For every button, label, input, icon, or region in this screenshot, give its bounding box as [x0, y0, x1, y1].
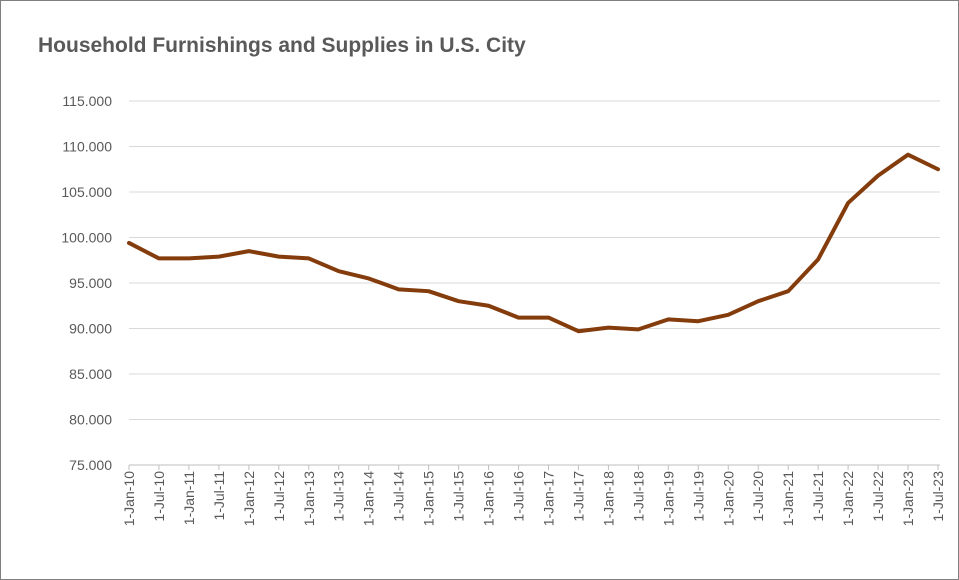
x-tick-label: 1-Jul-10	[151, 471, 167, 522]
x-tick-label: 1-Jul-12	[271, 471, 287, 522]
x-tick-label: 1-Jul-19	[690, 471, 706, 522]
x-tick-label: 1-Jan-19	[660, 471, 676, 526]
y-tick-label: 75.000	[69, 457, 112, 473]
x-tick-label: 1-Jan-11	[181, 471, 197, 525]
y-tick-label: 115.000	[62, 93, 112, 109]
y-tick-label: 100.000	[61, 230, 112, 246]
x-tick-label: 1-Jul-16	[511, 471, 527, 522]
x-tick-label: 1-Jul-22	[870, 471, 886, 522]
x-tick-label: 1-Jan-14	[361, 471, 377, 526]
x-tick-label: 1-Jan-21	[780, 471, 796, 526]
x-tick-label: 1-Jan-20	[720, 471, 736, 526]
x-tick-label: 1-Jul-18	[630, 471, 646, 522]
y-tick-label: 80.000	[69, 412, 112, 428]
x-tick-label: 1-Jan-13	[301, 471, 317, 526]
chart-title: Household Furnishings and Supplies in U.…	[38, 34, 526, 57]
x-tick-label: 1-Jan-18	[600, 471, 616, 526]
x-tick-label: 1-Jan-23	[900, 471, 916, 526]
x-tick-label: 1-Jan-10	[121, 471, 137, 526]
x-tick-label: 1-Jul-11	[211, 471, 227, 521]
y-tick-label: 90.000	[69, 321, 112, 337]
x-tick-label: 1-Jul-20	[750, 471, 766, 522]
x-tick-label: 1-Jan-16	[481, 471, 497, 526]
x-tick-label: 1-Jan-15	[421, 471, 437, 526]
y-tick-label: 95.000	[69, 275, 112, 291]
x-tick-label: 1-Jul-15	[451, 471, 467, 522]
x-tick-label: 1-Jan-22	[840, 471, 856, 526]
x-tick-label: 1-Jul-14	[391, 471, 407, 522]
y-tick-label: 85.000	[69, 366, 112, 382]
y-tick-label: 110.000	[62, 139, 112, 155]
x-tick-label: 1-Jan-17	[540, 471, 556, 526]
y-tick-label: 105.000	[61, 184, 112, 200]
x-tick-label: 1-Jul-23	[930, 471, 946, 522]
x-tick-label: 1-Jan-12	[241, 471, 257, 526]
x-tick-label: 1-Jul-13	[331, 471, 347, 522]
x-tick-label: 1-Jul-17	[570, 471, 586, 522]
x-tick-label: 1-Jul-21	[810, 471, 826, 522]
line-series	[127, 152, 940, 334]
